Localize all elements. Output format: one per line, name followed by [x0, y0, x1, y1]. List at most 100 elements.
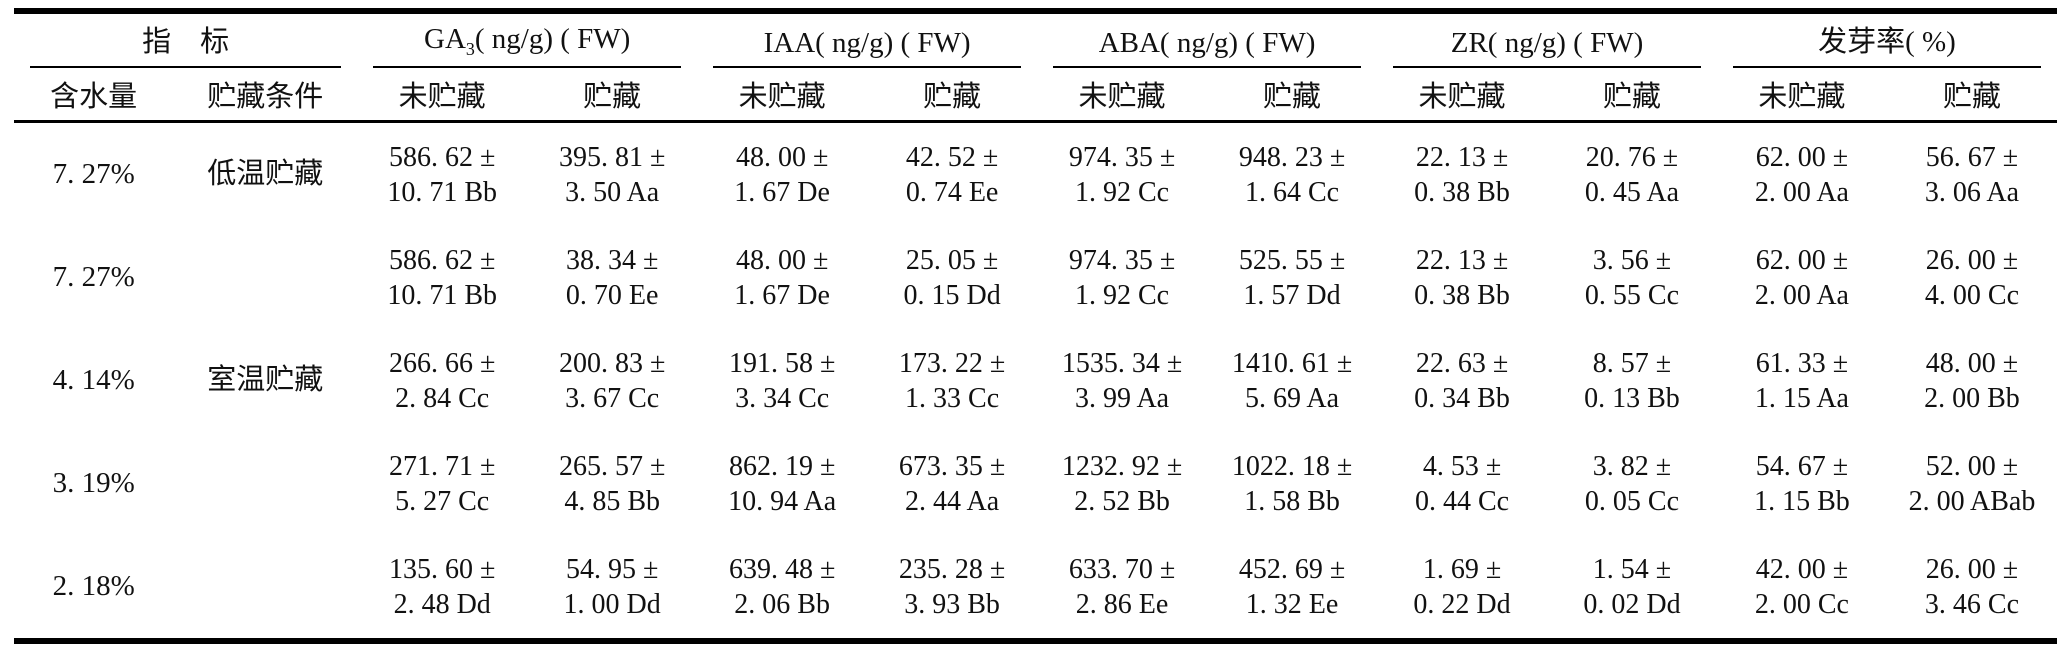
- group-label-ga-subscript: 3: [465, 39, 475, 59]
- cell-ga3-unstored: 586. 62 ±10. 71 Bb: [357, 122, 527, 227]
- cell-stat: 0. 70 Ee: [565, 279, 659, 311]
- cell-value: 25. 05 ±: [905, 244, 999, 276]
- cell-value: 452. 69 ±: [1238, 553, 1346, 585]
- cell-zr-stored: 20. 76 ±0. 45 Aa: [1547, 122, 1717, 227]
- cell-value: 42. 00 ±: [1755, 553, 1849, 585]
- cell-ga3-stored: 395. 81 ±3. 50 Aa: [527, 122, 697, 227]
- cell-stat: 0. 22 Dd: [1413, 588, 1511, 620]
- cell-germination-unstored: 54. 67 ±1. 15 Bb: [1717, 432, 1887, 535]
- cell-ga3-stored: 265. 57 ±4. 85 Bb: [527, 432, 697, 535]
- table-row: 4. 14% 室温贮藏 266. 66 ±2. 84 Cc 200. 83 ±3…: [14, 329, 2057, 432]
- cell-stat: 0. 44 Cc: [1414, 485, 1510, 517]
- cell-zr-stored: 3. 56 ±0. 55 Cc: [1547, 226, 1717, 329]
- col-header-moisture: 含水量: [14, 68, 174, 123]
- cell-zr-unstored: 4. 53 ±0. 44 Cc: [1377, 432, 1547, 535]
- cell-zr-stored: 3. 82 ±0. 05 Cc: [1547, 432, 1717, 535]
- cell-stat: 3. 93 Bb: [904, 588, 1000, 620]
- table-row: 3. 19% 271. 71 ±5. 27 Cc 265. 57 ±4. 85 …: [14, 432, 2057, 535]
- cell-value: 52. 00 ±: [1925, 450, 2019, 482]
- cell-stat: 10. 71 Bb: [387, 176, 498, 208]
- cell-stat: 1. 64 Cc: [1244, 176, 1340, 208]
- cell-iaa-unstored: 48. 00 ±1. 67 De: [697, 122, 867, 227]
- cell-stat: 2. 48 Dd: [393, 588, 491, 620]
- col-header-aba-stored: 贮藏: [1207, 68, 1378, 123]
- cell-value: 974. 35 ±: [1068, 141, 1176, 173]
- cell-stat: 5. 27 Cc: [395, 485, 490, 517]
- cell-iaa-stored: 42. 52 ±0. 74 Ee: [867, 122, 1037, 227]
- col-header-iaa-stored: 贮藏: [867, 68, 1038, 123]
- cell-value: 862. 19 ±: [728, 450, 836, 482]
- cell-iaa-unstored: 639. 48 ±2. 06 Bb: [697, 535, 867, 641]
- cell-germination-unstored: 62. 00 ±2. 00 Aa: [1717, 122, 1887, 227]
- group-header-indicator: 指 标: [14, 11, 357, 68]
- cell-ga3-unstored: 586. 62 ±10. 71 Bb: [357, 226, 527, 329]
- cell-germination-stored: 26. 00 ±4. 00 Cc: [1887, 226, 2057, 329]
- cell-stat: 0. 05 Cc: [1584, 485, 1680, 517]
- cell-stat: 4. 00 Cc: [1924, 279, 2020, 311]
- cell-stat: 1. 92 Cc: [1075, 279, 1170, 311]
- cell-value: 22. 13 ±: [1415, 244, 1509, 276]
- cell-moisture: 2. 18%: [52, 570, 135, 602]
- cell-value: 586. 62 ±: [389, 244, 496, 276]
- cell-value: 22. 13 ±: [1415, 141, 1509, 173]
- cell-stat: 10. 71 Bb: [387, 279, 498, 311]
- cell-zr-unstored: 22. 13 ±0. 38 Bb: [1377, 122, 1547, 227]
- cell-zr-stored: 8. 57 ±0. 13 Bb: [1547, 329, 1717, 432]
- cell-iaa-unstored: 48. 00 ±1. 67 De: [697, 226, 867, 329]
- cell-iaa-unstored: 191. 58 ±3. 34 Cc: [697, 329, 867, 432]
- col-header-aba-unstored: 未贮藏: [1037, 68, 1208, 123]
- cell-value: 948. 23 ±: [1238, 141, 1346, 173]
- cell-germination-stored: 26. 00 ±3. 46 Cc: [1887, 535, 2057, 641]
- cell-stat: 0. 55 Cc: [1584, 279, 1680, 311]
- group-label-germination: 发芽率( %): [1818, 26, 1956, 58]
- cell-condition: 低温贮藏: [207, 158, 324, 190]
- cell-value: 42. 52 ±: [905, 141, 999, 173]
- cell-stat: 0. 02 Dd: [1583, 588, 1681, 620]
- group-label-aba: ABA( ng/g) ( FW): [1098, 27, 1316, 59]
- cell-value: 54. 95 ±: [565, 553, 659, 585]
- cell-stat: 1. 15 Aa: [1754, 382, 1849, 414]
- cell-aba-stored: 1410. 61 ±5. 69 Aa: [1207, 329, 1377, 432]
- cell-stat: 0. 74 Ee: [905, 176, 999, 208]
- cell-value: 173. 22 ±: [898, 347, 1006, 379]
- cell-value: 235. 28 ±: [898, 553, 1006, 585]
- group-label-iaa: IAA( ng/g) ( FW): [763, 27, 971, 59]
- cell-value: 639. 48 ±: [728, 553, 836, 585]
- cell-germination-stored: 56. 67 ±3. 06 Aa: [1887, 122, 2057, 227]
- cell-moisture: 3. 19%: [52, 467, 135, 499]
- cell-value: 1410. 61 ±: [1231, 347, 1353, 379]
- cell-stat: 2. 44 Aa: [905, 485, 1000, 517]
- cell-stat: 3. 34 Cc: [735, 382, 830, 414]
- cell-stat: 0. 45 Aa: [1584, 176, 1680, 208]
- cell-value: 974. 35 ±: [1068, 244, 1176, 276]
- col-header-germination-stored: 贮藏: [1886, 68, 2057, 123]
- cell-stat: 10. 94 Aa: [728, 485, 837, 517]
- cell-stat: 4. 85 Bb: [564, 485, 660, 517]
- hormone-germination-table: 指 标 GA3( ng/g) ( FW) IAA( ng/g) ( FW) AB…: [14, 8, 2057, 644]
- cell-aba-unstored: 1535. 34 ±3. 99 Aa: [1037, 329, 1207, 432]
- cell-stat: 0. 38 Bb: [1414, 279, 1510, 311]
- cell-stat: 1. 67 De: [734, 279, 830, 311]
- col-header-ga3-stored: 贮藏: [527, 68, 698, 123]
- cell-value: 1. 69 ±: [1422, 553, 1502, 585]
- cell-value: 1232. 92 ±: [1061, 450, 1183, 482]
- cell-moisture: 7. 27%: [52, 158, 135, 190]
- cell-aba-unstored: 974. 35 ±1. 92 Cc: [1037, 226, 1207, 329]
- cell-value: 1. 54 ±: [1592, 553, 1672, 585]
- cell-ga3-unstored: 266. 66 ±2. 84 Cc: [357, 329, 527, 432]
- cell-stat: 2. 84 Cc: [395, 382, 490, 414]
- cell-stat: 3. 67 Cc: [565, 382, 660, 414]
- cell-aba-stored: 948. 23 ±1. 64 Cc: [1207, 122, 1377, 227]
- sub-header-row: 含水量 贮藏条件 未贮藏 贮藏 未贮藏 贮藏 未贮藏 贮藏 未贮藏 贮藏 未贮藏…: [14, 68, 2057, 123]
- cell-stat: 0. 13 Bb: [1584, 382, 1680, 414]
- cell-stat: 1. 58 Bb: [1244, 485, 1340, 517]
- cell-aba-stored: 452. 69 ±1. 32 Ee: [1207, 535, 1377, 641]
- cell-stat: 1. 00 Dd: [563, 588, 661, 620]
- cell-iaa-stored: 25. 05 ±0. 15 Dd: [867, 226, 1037, 329]
- cell-value: 191. 58 ±: [728, 347, 836, 379]
- cell-value: 266. 66 ±: [389, 347, 496, 379]
- cell-germination-unstored: 61. 33 ±1. 15 Aa: [1717, 329, 1887, 432]
- cell-stat: 0. 15 Dd: [903, 279, 1001, 311]
- col-header-zr-stored: 贮藏: [1546, 68, 1717, 123]
- table-row: 7. 27% 586. 62 ±10. 71 Bb 38. 34 ±0. 70 …: [14, 226, 2057, 329]
